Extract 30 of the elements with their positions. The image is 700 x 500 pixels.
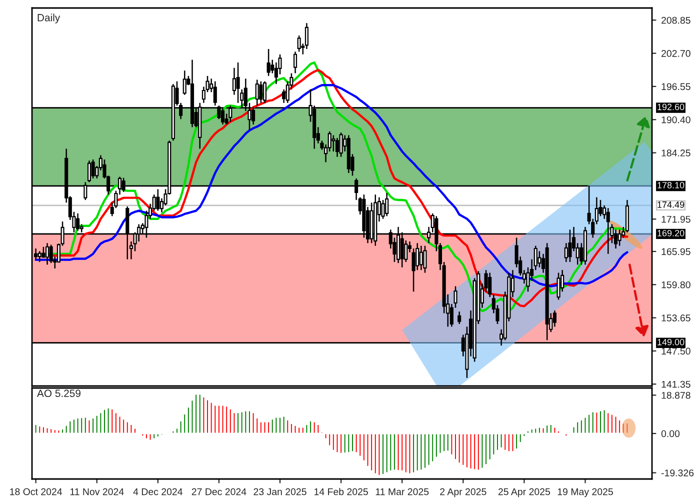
ref-line-label: 174.49 [658, 201, 684, 208]
y-tick-label: 165.95 [662, 248, 690, 256]
x-tick-label: 4 Dec 2024 [133, 488, 182, 496]
x-tick-label: 23 Jan 2025 [254, 488, 306, 496]
y-tick-label: 0.00 [661, 430, 680, 438]
text: Daily [38, 14, 60, 24]
y-tick-label: -19.326 [661, 469, 694, 476]
x-tick-label: 2 Apr 2025 [440, 488, 486, 498]
ref-line-label: 178.10 [658, 182, 684, 188]
x-tick-label: 18 Oct 2024 [10, 488, 62, 496]
y-tick-label: 171.95 [662, 216, 690, 223]
y-tick-label: 18.878 [662, 392, 690, 399]
y-tick-label: 153.65 [662, 314, 690, 322]
x-tick-label: 27 Dec 2024 [192, 488, 246, 496]
x-tick-label: 11 Mar 2025 [376, 488, 429, 496]
y-tick-label: 159.80 [662, 281, 690, 288]
y-tick-label: 141.35 [662, 380, 690, 388]
x-tick-label: 14 Feb 2025 [314, 488, 368, 496]
ref-line-label: 149.00 [658, 338, 684, 346]
x-tick-label: 19 May 2025 [558, 488, 613, 498]
y-tick-label: 208.85 [662, 16, 690, 24]
y-tick-label: 202.70 [662, 50, 690, 57]
chart-title: AO 5.259 [36, 390, 80, 398]
y-tick-label: 190.40 [662, 116, 690, 124]
x-tick-label: 11 Nov 2024 [70, 488, 124, 496]
x-tick-label: 25 Apr 2025 [498, 488, 550, 498]
ref-line-label: 192.60 [658, 104, 684, 110]
y-tick-label: 184.25 [662, 150, 690, 156]
y-tick-label: 196.55 [662, 83, 690, 90]
ref-line-label: 169.20 [658, 230, 684, 236]
